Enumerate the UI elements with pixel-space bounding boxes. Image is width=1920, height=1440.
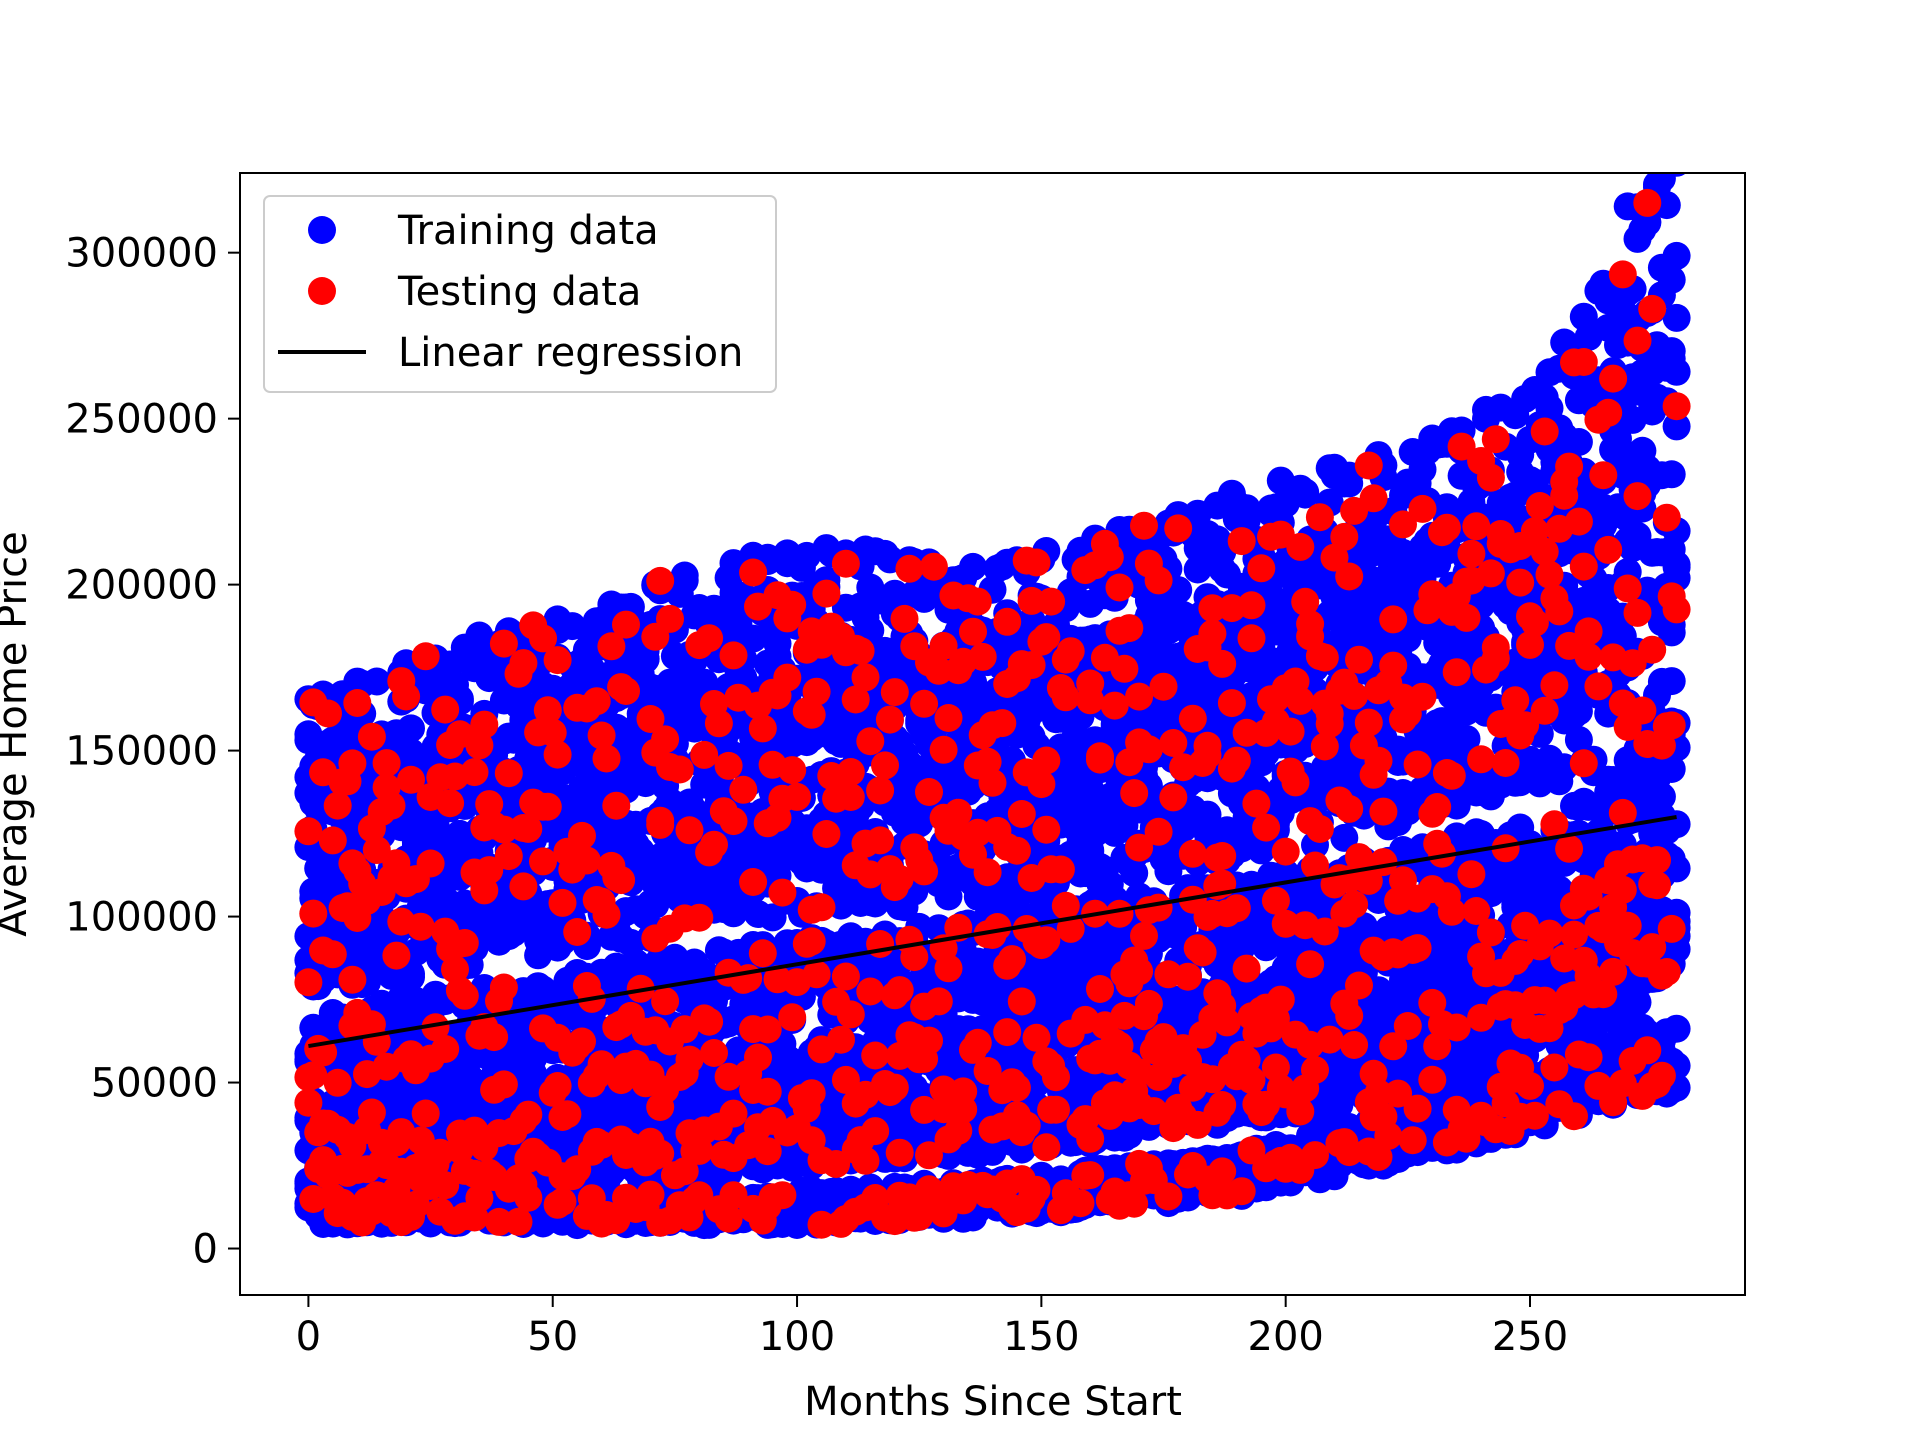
- data-point: [1647, 782, 1676, 811]
- data-point: [1657, 460, 1686, 489]
- data-point: [1657, 755, 1686, 783]
- data-point: [397, 963, 425, 992]
- data-point: [1120, 859, 1149, 888]
- data-point: [1623, 988, 1652, 1017]
- data-point: [1662, 1014, 1691, 1043]
- data-point: [1095, 870, 1124, 899]
- data-points: [294, 173, 1691, 1240]
- data-point: [1662, 810, 1691, 839]
- data-point: [1657, 667, 1686, 696]
